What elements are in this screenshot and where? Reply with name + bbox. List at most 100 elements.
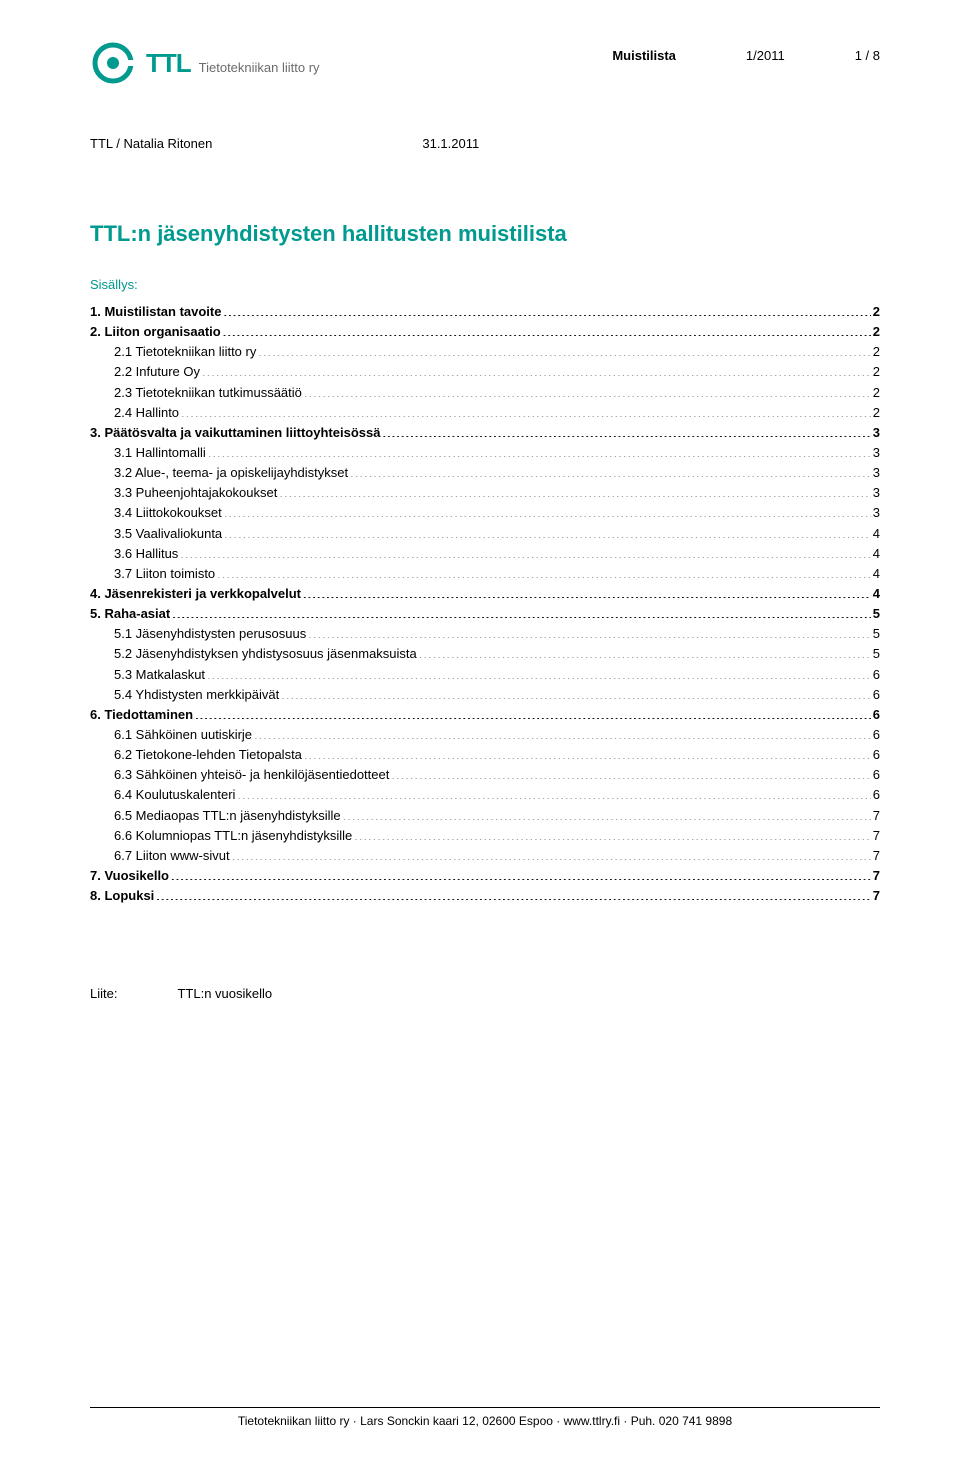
toc-leader-dots <box>303 585 871 598</box>
toc-entry[interactable]: 6.2 Tietokone-lehden Tietopalsta6 <box>90 745 880 765</box>
toc-leader-dots <box>391 766 870 779</box>
toc-entry[interactable]: 6.3 Sähköinen yhteisö- ja henkilöjäsenti… <box>90 765 880 785</box>
toc-entry-label: 3.2 Alue-, teema- ja opiskelijayhdistyks… <box>114 463 348 483</box>
toc-entry[interactable]: 8. Lopuksi7 <box>90 886 880 906</box>
toc-heading: Sisällys: <box>90 277 880 292</box>
toc-entry[interactable]: 5. Raha-asiat 5 <box>90 604 880 624</box>
toc-entry-label: 4. Jäsenrekisteri ja verkkopalvelut <box>90 584 301 604</box>
toc-entry[interactable]: 7. Vuosikello 7 <box>90 866 880 886</box>
toc-entry-label: 3.1 Hallintomalli <box>114 443 206 463</box>
toc-leader-dots <box>343 807 871 820</box>
toc-entry[interactable]: 3.5 Vaalivaliokunta4 <box>90 524 880 544</box>
toc-entry[interactable]: 3.3 Puheenjohtajakokoukset3 <box>90 483 880 503</box>
toc-leader-dots <box>180 545 870 558</box>
toc-entry[interactable]: 2.2 Infuture Oy2 <box>90 362 880 382</box>
toc-entry-page: 6 <box>873 665 880 685</box>
toc-entry-label: 2.3 Tietotekniikan tutkimussäätiö <box>114 383 302 403</box>
toc-entry[interactable]: 3.2 Alue-, teema- ja opiskelijayhdistyks… <box>90 463 880 483</box>
toc-entry[interactable]: 6. Tiedottaminen6 <box>90 705 880 725</box>
toc-entry[interactable]: 3. Päätösvalta ja vaikuttaminen liittoyh… <box>90 423 880 443</box>
toc-leader-dots <box>202 363 871 376</box>
toc-leader-dots <box>223 303 870 316</box>
toc-entry[interactable]: 5.4 Yhdistysten merkkipäivät 6 <box>90 685 880 705</box>
toc-entry-page: 5 <box>873 604 880 624</box>
toc-entry[interactable]: 2.1 Tietotekniikan liitto ry 2 <box>90 342 880 362</box>
toc-entry-page: 6 <box>873 685 880 705</box>
toc-entry-label: 5.4 Yhdistysten merkkipäivät <box>114 685 279 705</box>
toc-entry-page: 7 <box>873 866 880 886</box>
toc-entry-page: 6 <box>873 725 880 745</box>
toc-entry-page: 2 <box>873 342 880 362</box>
toc-entry-page: 7 <box>873 886 880 906</box>
toc-entry[interactable]: 2. Liiton organisaatio2 <box>90 322 880 342</box>
author-row: TTL / Natalia Ritonen 31.1.2011 <box>90 136 880 151</box>
toc-entry[interactable]: 5.3 Matkalaskut 6 <box>90 665 880 685</box>
toc-leader-dots <box>224 504 871 517</box>
toc-entry[interactable]: 6.6 Kolumniopas TTL:n jäsenyhdistyksille… <box>90 826 880 846</box>
toc-leader-dots <box>207 666 871 679</box>
toc-entry[interactable]: 2.3 Tietotekniikan tutkimussäätiö 2 <box>90 383 880 403</box>
toc-entry-label: 2.1 Tietotekniikan liitto ry <box>114 342 256 362</box>
toc-entry[interactable]: 6.4 Koulutuskalenteri6 <box>90 785 880 805</box>
toc-leader-dots <box>223 323 871 336</box>
attachment-row: Liite: TTL:n vuosikello <box>90 986 880 1001</box>
toc-leader-dots <box>382 424 870 437</box>
toc-entry-label: 2. Liiton organisaatio <box>90 322 221 342</box>
toc-entry-label: 5. Raha-asiat <box>90 604 170 624</box>
toc-entry-label: 2.2 Infuture Oy <box>114 362 200 382</box>
toc-entry[interactable]: 6.5 Mediaopas TTL:n jäsenyhdistyksille 7 <box>90 806 880 826</box>
toc-entry[interactable]: 5.2 Jäsenyhdistyksen yhdistysosuus jäsen… <box>90 644 880 664</box>
toc-entry-label: 3. Päätösvalta ja vaikuttaminen liittoyh… <box>90 423 380 443</box>
author-name: TTL / Natalia Ritonen <box>90 136 212 151</box>
toc-entry[interactable]: 4. Jäsenrekisteri ja verkkopalvelut 4 <box>90 584 880 604</box>
toc-entry-label: 6.7 Liiton www-sivut <box>114 846 230 866</box>
toc-entry-page: 6 <box>873 785 880 805</box>
toc-entry[interactable]: 6.7 Liiton www-sivut7 <box>90 846 880 866</box>
toc-entry[interactable]: 3.6 Hallitus 4 <box>90 544 880 564</box>
toc-entry-page: 4 <box>873 524 880 544</box>
toc-entry-label: 5.2 Jäsenyhdistyksen yhdistysosuus jäsen… <box>114 644 417 664</box>
page-footer: Tietotekniikan liitto ry · Lars Sonckin … <box>90 1407 880 1428</box>
toc-leader-dots <box>354 827 871 840</box>
table-of-contents: 1. Muistilistan tavoite22. Liiton organi… <box>90 302 880 906</box>
logo: TTL Tietotekniikan liitto ry <box>90 40 320 86</box>
toc-entry[interactable]: 2.4 Hallinto2 <box>90 403 880 423</box>
toc-entry[interactable]: 1. Muistilistan tavoite2 <box>90 302 880 322</box>
toc-entry-page: 4 <box>873 564 880 584</box>
toc-entry-label: 3.7 Liiton toimisto <box>114 564 215 584</box>
toc-leader-dots <box>304 384 871 397</box>
toc-entry-page: 2 <box>873 403 880 423</box>
toc-entry[interactable]: 3.1 Hallintomalli3 <box>90 443 880 463</box>
toc-entry-page: 6 <box>873 765 880 785</box>
header-meta: Muistilista 1/2011 1 / 8 <box>612 48 880 63</box>
toc-entry-page: 7 <box>873 806 880 826</box>
toc-entry[interactable]: 3.7 Liiton toimisto 4 <box>90 564 880 584</box>
toc-leader-dots <box>350 464 871 477</box>
toc-leader-dots <box>224 525 871 538</box>
ttl-logo-icon <box>90 40 136 86</box>
toc-entry[interactable]: 6.1 Sähköinen uutiskirje6 <box>90 725 880 745</box>
toc-entry-label: 3.6 Hallitus <box>114 544 178 564</box>
toc-entry-label: 5.3 Matkalaskut <box>114 665 205 685</box>
toc-entry-label: 6.5 Mediaopas TTL:n jäsenyhdistyksille <box>114 806 341 826</box>
main-title: TTL:n jäsenyhdistysten hallitusten muist… <box>90 221 880 247</box>
toc-entry-page: 4 <box>873 584 880 604</box>
toc-leader-dots <box>281 686 871 699</box>
page-header: TTL Tietotekniikan liitto ry Muistilista… <box>90 40 880 86</box>
toc-leader-dots <box>419 645 871 658</box>
toc-leader-dots <box>217 565 871 578</box>
toc-entry-label: 3.4 Liittokokoukset <box>114 503 222 523</box>
toc-entry-label: 7. Vuosikello <box>90 866 169 886</box>
toc-entry[interactable]: 3.4 Liittokokoukset3 <box>90 503 880 523</box>
toc-leader-dots <box>156 887 870 900</box>
toc-entry-page: 7 <box>873 826 880 846</box>
toc-entry-page: 6 <box>873 745 880 765</box>
toc-entry-page: 4 <box>873 544 880 564</box>
logo-abbrev: TTL <box>146 48 191 79</box>
toc-entry[interactable]: 5.1 Jäsenyhdistysten perusosuus5 <box>90 624 880 644</box>
toc-leader-dots <box>181 404 871 417</box>
toc-entry-page: 5 <box>873 644 880 664</box>
toc-leader-dots <box>304 746 871 759</box>
toc-leader-dots <box>258 343 870 356</box>
toc-entry-page: 2 <box>873 383 880 403</box>
